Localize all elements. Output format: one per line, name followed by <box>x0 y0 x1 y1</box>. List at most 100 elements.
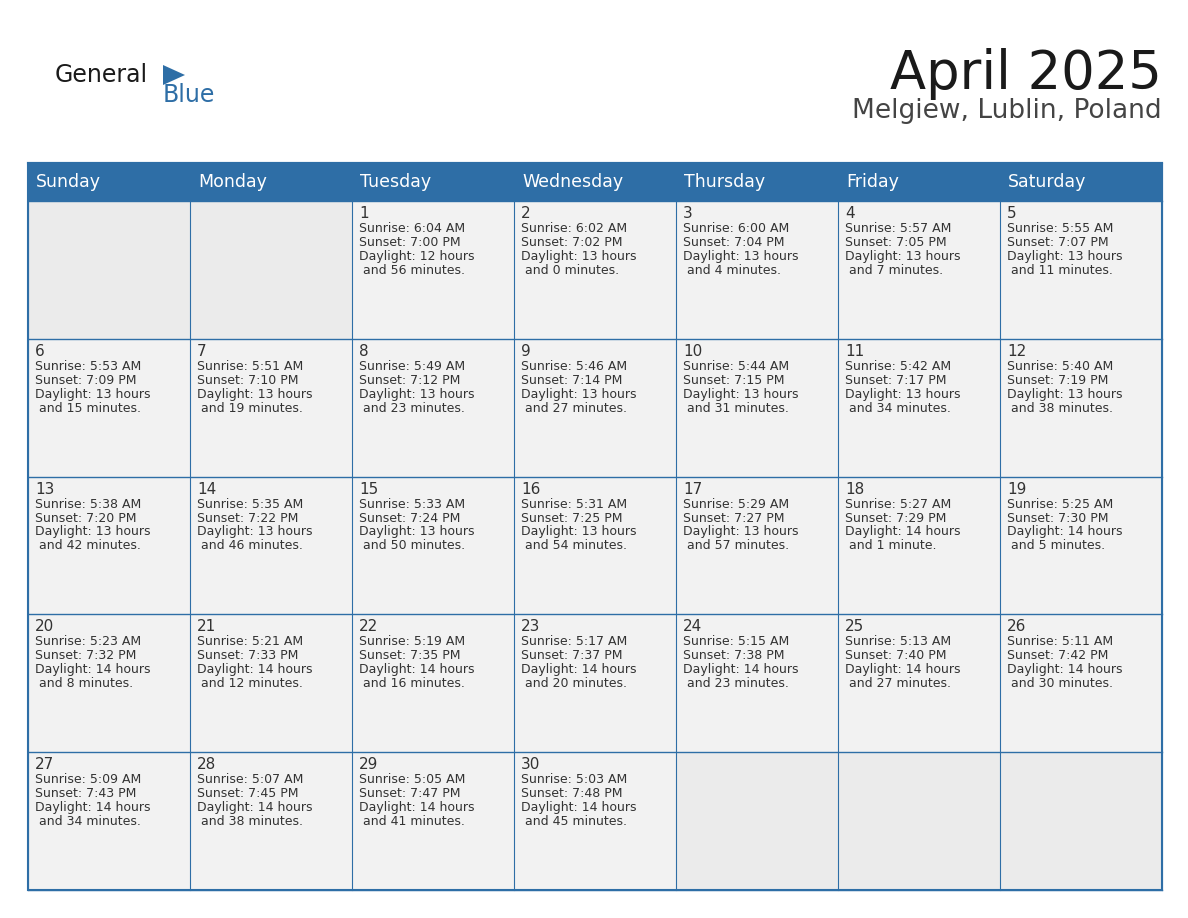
Text: Sunset: 7:25 PM: Sunset: 7:25 PM <box>522 511 623 524</box>
Bar <box>838 201 1000 339</box>
Text: 15: 15 <box>359 482 378 497</box>
Text: General: General <box>55 63 148 87</box>
Text: and 42 minutes.: and 42 minutes. <box>34 540 141 553</box>
Text: Daylight: 13 hours: Daylight: 13 hours <box>1007 250 1123 263</box>
Text: Saturday: Saturday <box>1007 173 1086 191</box>
Bar <box>676 201 838 339</box>
Text: 24: 24 <box>683 620 702 634</box>
Text: Sunset: 7:45 PM: Sunset: 7:45 PM <box>197 787 298 800</box>
Bar <box>514 476 676 614</box>
Text: and 12 minutes.: and 12 minutes. <box>197 677 303 690</box>
Text: Sunrise: 5:05 AM: Sunrise: 5:05 AM <box>359 773 466 786</box>
Bar <box>514 201 676 339</box>
Text: Sunset: 7:19 PM: Sunset: 7:19 PM <box>1007 374 1108 386</box>
Text: and 20 minutes.: and 20 minutes. <box>522 677 627 690</box>
Text: and 54 minutes.: and 54 minutes. <box>522 540 627 553</box>
Text: Sunset: 7:07 PM: Sunset: 7:07 PM <box>1007 236 1108 249</box>
Text: Sunrise: 5:03 AM: Sunrise: 5:03 AM <box>522 773 627 786</box>
Text: Sunset: 7:00 PM: Sunset: 7:00 PM <box>359 236 461 249</box>
Text: and 34 minutes.: and 34 minutes. <box>34 815 141 828</box>
Text: Daylight: 14 hours: Daylight: 14 hours <box>845 525 961 539</box>
Text: Sunset: 7:20 PM: Sunset: 7:20 PM <box>34 511 137 524</box>
Text: Sunrise: 5:07 AM: Sunrise: 5:07 AM <box>197 773 303 786</box>
Text: Sunrise: 5:42 AM: Sunrise: 5:42 AM <box>845 360 952 373</box>
Bar <box>1000 339 1162 476</box>
Bar <box>838 339 1000 476</box>
Text: Sunrise: 5:49 AM: Sunrise: 5:49 AM <box>359 360 466 373</box>
Text: Daylight: 13 hours: Daylight: 13 hours <box>522 525 637 539</box>
Text: Sunrise: 5:55 AM: Sunrise: 5:55 AM <box>1007 222 1113 235</box>
Bar <box>1000 163 1162 201</box>
Text: Sunrise: 5:23 AM: Sunrise: 5:23 AM <box>34 635 141 648</box>
Text: 6: 6 <box>34 344 45 359</box>
Text: Sunrise: 5:21 AM: Sunrise: 5:21 AM <box>197 635 303 648</box>
Polygon shape <box>163 65 185 85</box>
Text: Sunrise: 5:40 AM: Sunrise: 5:40 AM <box>1007 360 1113 373</box>
Text: Sunset: 7:30 PM: Sunset: 7:30 PM <box>1007 511 1108 524</box>
Text: 17: 17 <box>683 482 702 497</box>
Text: and 19 minutes.: and 19 minutes. <box>197 402 303 415</box>
Text: 11: 11 <box>845 344 864 359</box>
Text: Daylight: 13 hours: Daylight: 13 hours <box>359 525 474 539</box>
Text: Sunrise: 5:44 AM: Sunrise: 5:44 AM <box>683 360 789 373</box>
Bar <box>352 614 514 752</box>
Bar <box>514 163 676 201</box>
Bar <box>838 614 1000 752</box>
Bar <box>29 752 190 890</box>
Text: 12: 12 <box>1007 344 1026 359</box>
Text: Sunset: 7:43 PM: Sunset: 7:43 PM <box>34 787 137 800</box>
Bar <box>29 339 190 476</box>
Text: 3: 3 <box>683 206 693 221</box>
Text: and 38 minutes.: and 38 minutes. <box>197 815 303 828</box>
Text: and 16 minutes.: and 16 minutes. <box>359 677 465 690</box>
Text: and 23 minutes.: and 23 minutes. <box>683 677 789 690</box>
Text: Sunrise: 5:33 AM: Sunrise: 5:33 AM <box>359 498 466 510</box>
Text: and 15 minutes.: and 15 minutes. <box>34 402 141 415</box>
Text: Sunset: 7:32 PM: Sunset: 7:32 PM <box>34 649 137 663</box>
Bar <box>190 752 352 890</box>
Text: Daylight: 13 hours: Daylight: 13 hours <box>683 387 798 400</box>
Bar <box>838 476 1000 614</box>
Bar <box>190 614 352 752</box>
Text: 8: 8 <box>359 344 368 359</box>
Text: Daylight: 14 hours: Daylight: 14 hours <box>522 801 637 814</box>
Text: Sunset: 7:33 PM: Sunset: 7:33 PM <box>197 649 298 663</box>
Bar <box>514 752 676 890</box>
Text: 7: 7 <box>197 344 207 359</box>
Bar <box>352 476 514 614</box>
Text: Sunset: 7:02 PM: Sunset: 7:02 PM <box>522 236 623 249</box>
Text: Daylight: 13 hours: Daylight: 13 hours <box>197 387 312 400</box>
Bar <box>676 163 838 201</box>
Text: and 45 minutes.: and 45 minutes. <box>522 815 627 828</box>
Text: 18: 18 <box>845 482 864 497</box>
Text: Daylight: 13 hours: Daylight: 13 hours <box>522 387 637 400</box>
Text: Daylight: 12 hours: Daylight: 12 hours <box>359 250 474 263</box>
Bar <box>29 614 190 752</box>
Text: and 5 minutes.: and 5 minutes. <box>1007 540 1105 553</box>
Text: Sunrise: 5:27 AM: Sunrise: 5:27 AM <box>845 498 952 510</box>
Bar <box>352 201 514 339</box>
Text: 25: 25 <box>845 620 864 634</box>
Text: Sunset: 7:05 PM: Sunset: 7:05 PM <box>845 236 947 249</box>
Text: Sunset: 7:15 PM: Sunset: 7:15 PM <box>683 374 784 386</box>
Text: and 23 minutes.: and 23 minutes. <box>359 402 465 415</box>
Text: 23: 23 <box>522 620 541 634</box>
Text: 29: 29 <box>359 757 378 772</box>
Text: Daylight: 14 hours: Daylight: 14 hours <box>34 801 151 814</box>
Text: 4: 4 <box>845 206 854 221</box>
Text: Daylight: 13 hours: Daylight: 13 hours <box>845 387 961 400</box>
Bar <box>838 752 1000 890</box>
Bar <box>1000 752 1162 890</box>
Text: Sunrise: 5:25 AM: Sunrise: 5:25 AM <box>1007 498 1113 510</box>
Text: 28: 28 <box>197 757 216 772</box>
Text: Daylight: 14 hours: Daylight: 14 hours <box>845 664 961 677</box>
Bar <box>29 163 190 201</box>
Text: Sunrise: 5:31 AM: Sunrise: 5:31 AM <box>522 498 627 510</box>
Text: Sunset: 7:40 PM: Sunset: 7:40 PM <box>845 649 947 663</box>
Text: Sunrise: 5:19 AM: Sunrise: 5:19 AM <box>359 635 466 648</box>
Text: Sunset: 7:10 PM: Sunset: 7:10 PM <box>197 374 298 386</box>
Text: Daylight: 13 hours: Daylight: 13 hours <box>845 250 961 263</box>
Text: Daylight: 14 hours: Daylight: 14 hours <box>1007 664 1123 677</box>
Bar <box>190 476 352 614</box>
Bar <box>29 476 190 614</box>
